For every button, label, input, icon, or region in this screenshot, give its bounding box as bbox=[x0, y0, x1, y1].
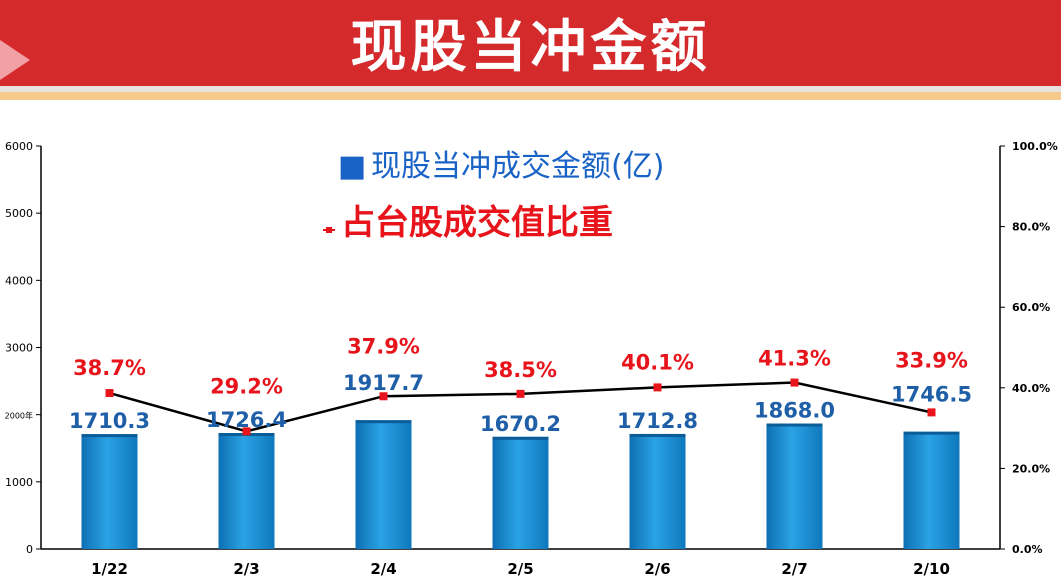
left-axis-tick-label: 3000 bbox=[5, 342, 33, 355]
x-axis-tick-label: 1/22 bbox=[91, 560, 128, 578]
bar-top-edge bbox=[81, 434, 138, 438]
bar-value-label: 1712.8 bbox=[617, 409, 698, 433]
bar-value-label: 1917.7 bbox=[343, 371, 424, 395]
share-value-label: 40.1% bbox=[621, 350, 694, 374]
bar-top-edge bbox=[355, 420, 412, 424]
x-axis-tick-label: 2/4 bbox=[370, 560, 396, 578]
share-value-label: 41.3% bbox=[758, 347, 831, 371]
bar-top-edge bbox=[492, 436, 549, 440]
share-marker bbox=[242, 427, 251, 436]
legend-line-label: 占台股成交值比重 bbox=[341, 203, 613, 243]
bar-top-edge bbox=[903, 431, 960, 435]
bar bbox=[766, 423, 823, 549]
bar-value-label: 1726.4 bbox=[206, 408, 287, 432]
share-value-label: 38.5% bbox=[484, 358, 557, 382]
share-marker bbox=[105, 389, 114, 398]
bar bbox=[81, 434, 138, 549]
share-marker bbox=[927, 408, 936, 417]
share-marker bbox=[379, 392, 388, 401]
left-axis-tick-label: 4000 bbox=[5, 274, 33, 287]
left-axis-tick-label: 0 bbox=[26, 543, 33, 556]
bar-top-edge bbox=[629, 433, 686, 437]
bar-top-edge bbox=[766, 423, 823, 427]
x-axis-tick-label: 2/3 bbox=[233, 560, 259, 578]
x-axis-tick-label: 2/10 bbox=[913, 560, 950, 578]
right-axis-tick-label: 100.0% bbox=[1012, 140, 1058, 153]
bar-value-label: 1746.5 bbox=[891, 383, 972, 407]
bar bbox=[492, 436, 549, 549]
right-axis-tick-label: 40.0% bbox=[1012, 382, 1050, 395]
right-axis-tick-label: 20.0% bbox=[1012, 462, 1050, 475]
share-marker bbox=[516, 389, 525, 398]
bar bbox=[218, 433, 275, 549]
legend-bar-symbol: ■ bbox=[338, 149, 366, 184]
right-axis-tick-label: 0.0% bbox=[1012, 543, 1043, 556]
legend-line-marker bbox=[326, 227, 332, 233]
left-axis-tick-label: 6000 bbox=[5, 140, 33, 153]
share-value-label: 29.2% bbox=[210, 374, 283, 398]
share-value-label: 37.9% bbox=[347, 334, 420, 358]
bar-value-label: 1670.2 bbox=[480, 412, 561, 436]
x-axis-tick-label: 2/6 bbox=[644, 560, 670, 578]
header-banner: 现股当冲金额 bbox=[0, 0, 1061, 100]
legend-bar-label: 现股当冲成交金额(亿) bbox=[371, 149, 664, 184]
share-value-label: 38.7% bbox=[73, 356, 146, 380]
x-axis-tick-label: 2/5 bbox=[507, 560, 533, 578]
bar bbox=[355, 420, 412, 549]
bar bbox=[629, 433, 686, 549]
share-value-label: 33.9% bbox=[895, 348, 968, 372]
page-title: 现股当冲金额 bbox=[350, 15, 711, 80]
share-marker bbox=[653, 383, 662, 392]
bar bbox=[903, 431, 960, 549]
right-axis-tick-label: 60.0% bbox=[1012, 301, 1050, 314]
left-axis-tick-label: 1000 bbox=[5, 476, 33, 489]
chart: 0 1000 2000年 3000 4000 5000 6000 0.0% 20.0% 40.0%… bbox=[5, 140, 1058, 578]
right-axis-tick-label: 80.0% bbox=[1012, 221, 1050, 234]
banner-background bbox=[0, 0, 1061, 100]
bar-value-label: 1868.0 bbox=[754, 399, 835, 423]
x-axis-tick-label: 2/7 bbox=[781, 560, 807, 578]
left-axis-tick-label: 5000 bbox=[5, 207, 33, 220]
left-axis-tick-label: 2000年 bbox=[5, 411, 33, 421]
share-marker bbox=[790, 378, 799, 387]
bar-value-label: 1710.3 bbox=[69, 409, 150, 433]
